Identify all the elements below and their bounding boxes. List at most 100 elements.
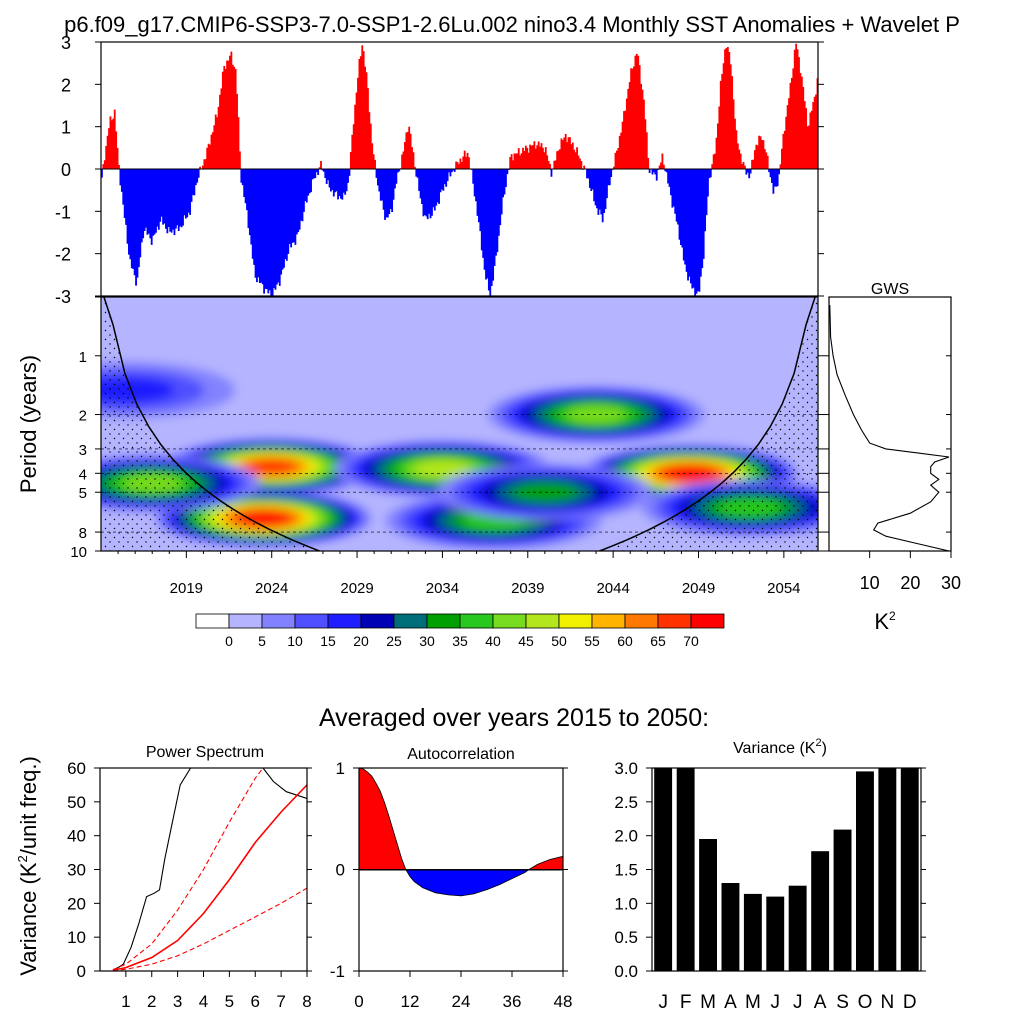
variance-x-tick-label: O — [858, 992, 873, 1013]
wavelet-contour-level — [566, 405, 626, 424]
variance-y-tick-label: 0.0 — [614, 962, 638, 981]
variance-x-tick-label: J — [793, 992, 803, 1013]
gws-xlabel: K2 — [874, 609, 896, 634]
autocorrelation-x-tick-label: 0 — [354, 992, 363, 1011]
variance-x-tick-label: J — [771, 992, 781, 1013]
variance-x-tick-label: J — [658, 992, 668, 1013]
power-spectrum-series-line — [112, 784, 307, 971]
colorbar-label: 50 — [551, 633, 567, 649]
variance-y-tick-label: 1.5 — [614, 861, 638, 880]
variance-x-tick-label: F — [680, 992, 692, 1013]
colorbar-swatch — [393, 613, 428, 629]
power-spectrum-y-tick-label: 20 — [67, 894, 86, 913]
power-spectrum-x-tick-label: 4 — [199, 992, 208, 1011]
colorbar-label: 40 — [485, 633, 501, 649]
averaged-title: Averaged over years 2015 to 2050: — [319, 704, 709, 732]
variance-bar — [699, 839, 717, 971]
wavelet-x-tick-label: 2024 — [255, 580, 288, 597]
wavelet-y-tick-label: 8 — [79, 525, 87, 542]
power-spectrum-y-tick-label: 10 — [67, 928, 86, 947]
wavelet-cone-stipple — [101, 297, 818, 551]
variance-x-tick-label: A — [724, 992, 737, 1013]
gws-panel: GWS 10 20 30 K2 — [824, 281, 961, 634]
colorbar-label: 5 — [258, 633, 266, 649]
wavelet-x-tick-label: 2044 — [596, 580, 629, 597]
power-spectrum-x-tick-label: 3 — [173, 992, 182, 1011]
power-spectrum-y-tick-label: 0 — [77, 962, 86, 981]
timeseries-y-tick-label: 3 — [61, 33, 71, 53]
colorbar-label: 65 — [650, 633, 666, 649]
colorbar-label: 10 — [287, 633, 303, 649]
gws-x-tick-label: 20 — [900, 573, 920, 593]
gws-line — [829, 305, 950, 551]
colorbar-swatch — [690, 613, 725, 629]
variance-bar — [676, 768, 695, 971]
gws-frame — [828, 296, 952, 552]
wavelet-x-tick-label: 2019 — [170, 580, 203, 597]
wavelet-y-tick-label: 3 — [79, 442, 87, 459]
timeseries-y-tick-label: -2 — [55, 245, 71, 265]
wavelet-x-tick-label: 2039 — [511, 580, 544, 597]
timeseries-y-tick-label: -3 — [55, 287, 71, 307]
variance-y-tick-label: 1.0 — [614, 894, 638, 913]
wavelet-x-tick-label: 2029 — [340, 580, 373, 597]
colorbar-swatch — [294, 613, 329, 629]
timeseries-y-ticks: 3 2 1 0 -1 -2 -3 — [55, 33, 824, 307]
wavelet-y-tick-label: 2 — [79, 408, 87, 425]
timeseries-panel: 3 2 1 0 -1 -2 -3 — [55, 33, 824, 307]
colorbar-swatch — [657, 613, 692, 629]
variance-bar — [811, 851, 830, 971]
variance-y-tick-label: 2.5 — [614, 793, 638, 812]
variance-bar — [833, 829, 852, 971]
colorbar-swatch — [492, 613, 527, 629]
colorbar-label: 20 — [353, 633, 369, 649]
variance-y-tick-label: 2.0 — [614, 827, 638, 846]
colorbar-swatch — [261, 613, 296, 629]
timeseries-y-tick-label: 2 — [61, 75, 71, 95]
wavelet-x-tick-label: 2049 — [682, 580, 715, 597]
power-spectrum-x-tick-label: 6 — [251, 992, 260, 1011]
colorbar-swatch — [459, 613, 494, 629]
colorbar-swatch — [591, 613, 626, 629]
autocorrelation-panel: Autocorrelation 0 12 24 36 48 1 0 -1 — [330, 746, 573, 1011]
figure-title: p6.f09_g17.CMIP6-SSP3-7.0-SSP1-2.6Lu.002… — [64, 12, 960, 37]
colorbar-swatch — [360, 613, 395, 629]
wavelet-y-tick-label: 1 — [79, 349, 87, 366]
timeseries-negative-area — [101, 169, 780, 296]
variance-title: Variance (K2) — [733, 737, 827, 757]
wavelet-cone-of-influence — [103, 297, 816, 551]
wavelet-ylabel: Period (years) — [16, 355, 41, 493]
timeseries-y-tick-label: 1 — [61, 118, 71, 138]
colorbar-label: 25 — [386, 633, 402, 649]
colorbar-label: 70 — [683, 633, 699, 649]
colorbar-label: 55 — [584, 633, 600, 649]
timeseries-y-tick-label: 0 — [61, 160, 71, 180]
colorbar-swatch — [195, 613, 230, 629]
autocorrelation-x-tick-label: 24 — [452, 992, 471, 1011]
power-spectrum-x-tick-label: 1 — [121, 992, 130, 1011]
wavelet-contour-level — [246, 459, 297, 475]
power-spectrum-x-tick-label: 8 — [302, 992, 311, 1011]
autocorrelation-x-tick-label: 12 — [401, 992, 420, 1011]
colorbar-swatch — [228, 613, 263, 629]
power-spectrum-panel: Power Spectrum 1 2 3 4 5 6 7 8 0 10 20 30 40 50 60 Var… — [15, 744, 312, 1011]
autocorrelation-x-tick-label: 36 — [503, 992, 522, 1011]
variance-bar — [721, 883, 740, 971]
timeseries-area — [101, 43, 818, 296]
colorbar-label: 30 — [419, 633, 435, 649]
variance-bar — [743, 893, 762, 971]
variance-x-tick-label: D — [903, 992, 917, 1013]
autocorrelation-negative-area — [359, 869, 563, 897]
wavelet-x-tick-label: 2034 — [426, 580, 459, 597]
variance-bar — [856, 771, 874, 971]
variance-bar — [788, 885, 807, 971]
colorbar-swatch — [426, 613, 461, 629]
gws-x-tick-label: 30 — [941, 573, 961, 593]
variance-bar — [654, 768, 673, 971]
timeseries-positive-area — [102, 43, 818, 169]
colorbar-swatch — [327, 613, 362, 629]
power-spectrum-y-tick-label: 40 — [67, 827, 86, 846]
variance-y-tick-label: 0.5 — [614, 928, 638, 947]
wavelet-y-tick-label: 5 — [79, 485, 87, 502]
